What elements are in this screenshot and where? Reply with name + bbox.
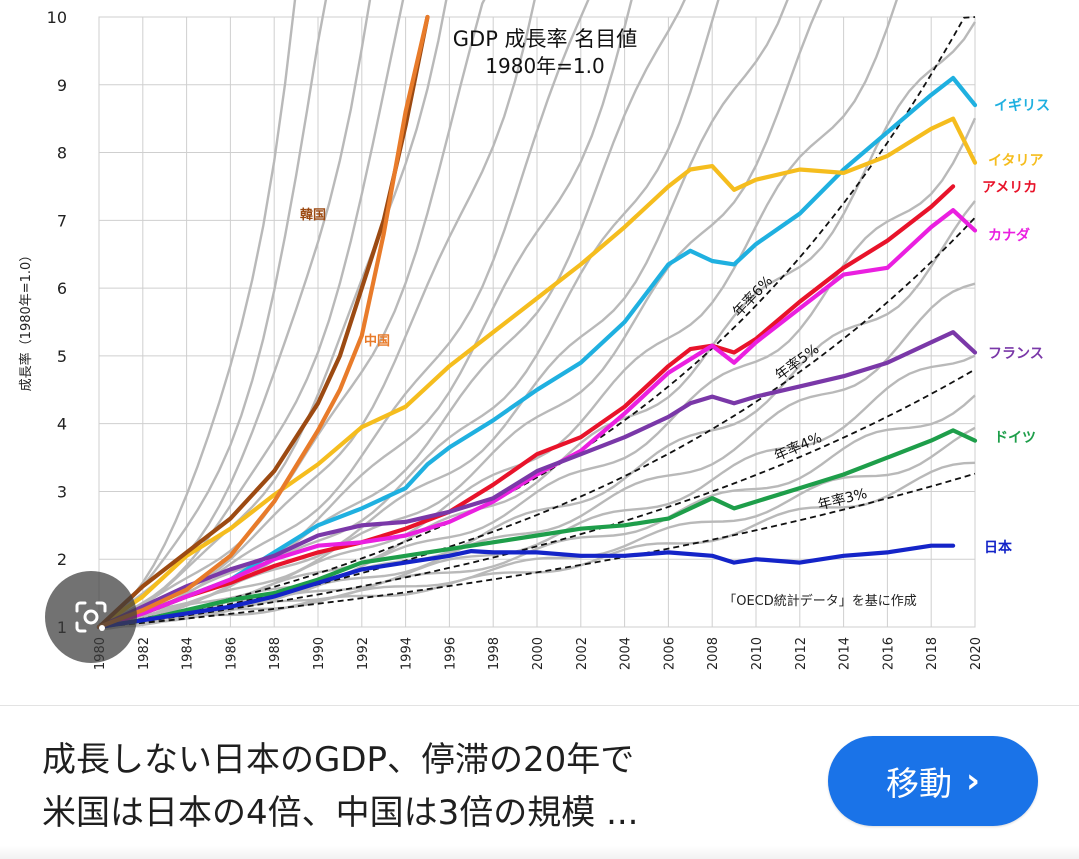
source-note: 「OECD統計データ」を基に作成	[723, 593, 917, 609]
y-tick-label: 4	[57, 415, 67, 434]
result-image[interactable]: 1980198219841986198819901992199419961998…	[0, 0, 1079, 706]
series-label: ドイツ	[994, 430, 1036, 446]
reference-line	[98, 16, 976, 628]
series-line	[96, 14, 430, 630]
result-caption[interactable]: 成長しない日本のGDP、停滞の20年で 米国は日本の4倍、中国は3倍の規模 ..…	[42, 734, 802, 840]
y-tick-label: 6	[57, 279, 67, 298]
x-tick-label: 1994	[400, 637, 415, 670]
caption-line-2[interactable]: 米国は日本の4倍、中国は3倍の規模 ...	[42, 793, 639, 833]
series-line	[96, 428, 978, 630]
x-tick-label: 1984	[181, 637, 196, 670]
lens-button[interactable]	[45, 571, 137, 663]
y-tick-label: 5	[57, 347, 67, 366]
y-tick-label: 7	[57, 211, 67, 230]
x-tick-label: 2012	[794, 637, 809, 670]
series-label: フランス	[988, 346, 1044, 362]
x-tick-label: 2002	[575, 637, 590, 670]
gdp-growth-chart: 1980198219841986198819901992199419961998…	[18, 0, 1050, 671]
reference-line	[98, 368, 976, 628]
chart-title: GDP 成長率 名目値	[453, 27, 637, 51]
x-tick-label: 2014	[838, 637, 853, 670]
series-line	[96, 75, 978, 630]
series-label: アメリカ	[982, 180, 1037, 196]
x-tick-label: 1982	[137, 637, 152, 670]
reference-line	[98, 472, 976, 628]
x-tick-label: 2000	[531, 637, 546, 670]
x-tick-label: 1988	[268, 637, 283, 670]
series-label: カナダ	[988, 227, 1030, 244]
background-country-line	[98, 0, 372, 627]
background-country-line	[98, 354, 976, 629]
reference-line	[98, 216, 976, 628]
series-line	[96, 330, 978, 630]
x-tick-label: 2018	[925, 637, 940, 670]
chart-subtitle: 1980年=1.0	[485, 54, 604, 78]
series-line	[96, 184, 956, 630]
series-line	[96, 208, 978, 630]
x-tick-label: 1996	[443, 637, 458, 670]
y-tick-label: 2	[57, 550, 67, 569]
x-tick-label: 2006	[662, 637, 677, 670]
bottom-fade	[0, 846, 1079, 859]
series-label: 中国	[364, 333, 390, 349]
x-tick-label: 2010	[750, 637, 765, 670]
chevron-right-icon: ›	[965, 761, 980, 801]
x-tick-label: 2004	[619, 637, 634, 670]
lens-camera-icon	[75, 601, 107, 633]
x-tick-label: 1986	[224, 637, 239, 670]
background-country-line	[98, 0, 405, 627]
y-tick-label: 9	[57, 76, 67, 95]
x-tick-label: 1990	[312, 637, 327, 670]
x-tick-label: 1992	[356, 637, 371, 670]
background-country-line	[98, 0, 823, 629]
visit-button[interactable]: 移動 ›	[828, 736, 1038, 826]
background-country-line	[98, 0, 633, 630]
y-tick-label: 8	[57, 144, 67, 163]
y-axis-label: 成長率（1980年=1.0）	[18, 249, 34, 392]
series-line	[96, 543, 956, 630]
x-tick-label: 2016	[881, 637, 896, 670]
series-line	[96, 116, 978, 630]
y-tick-label: 3	[57, 482, 67, 501]
series-label: イギリス	[994, 97, 1050, 114]
caption-line-1[interactable]: 成長しない日本のGDP、停滞の20年で	[42, 740, 635, 780]
y-tick-label: 10	[47, 8, 67, 27]
x-tick-label: 2020	[969, 637, 984, 670]
background-country-line	[98, 200, 976, 629]
series-label: 韓国	[300, 207, 326, 223]
series-label: 日本	[984, 539, 1013, 556]
x-tick-label: 2008	[706, 637, 721, 670]
visit-button-label: 移動	[885, 764, 952, 803]
series-label: イタリア	[988, 153, 1043, 169]
x-tick-label: 1998	[487, 637, 502, 670]
